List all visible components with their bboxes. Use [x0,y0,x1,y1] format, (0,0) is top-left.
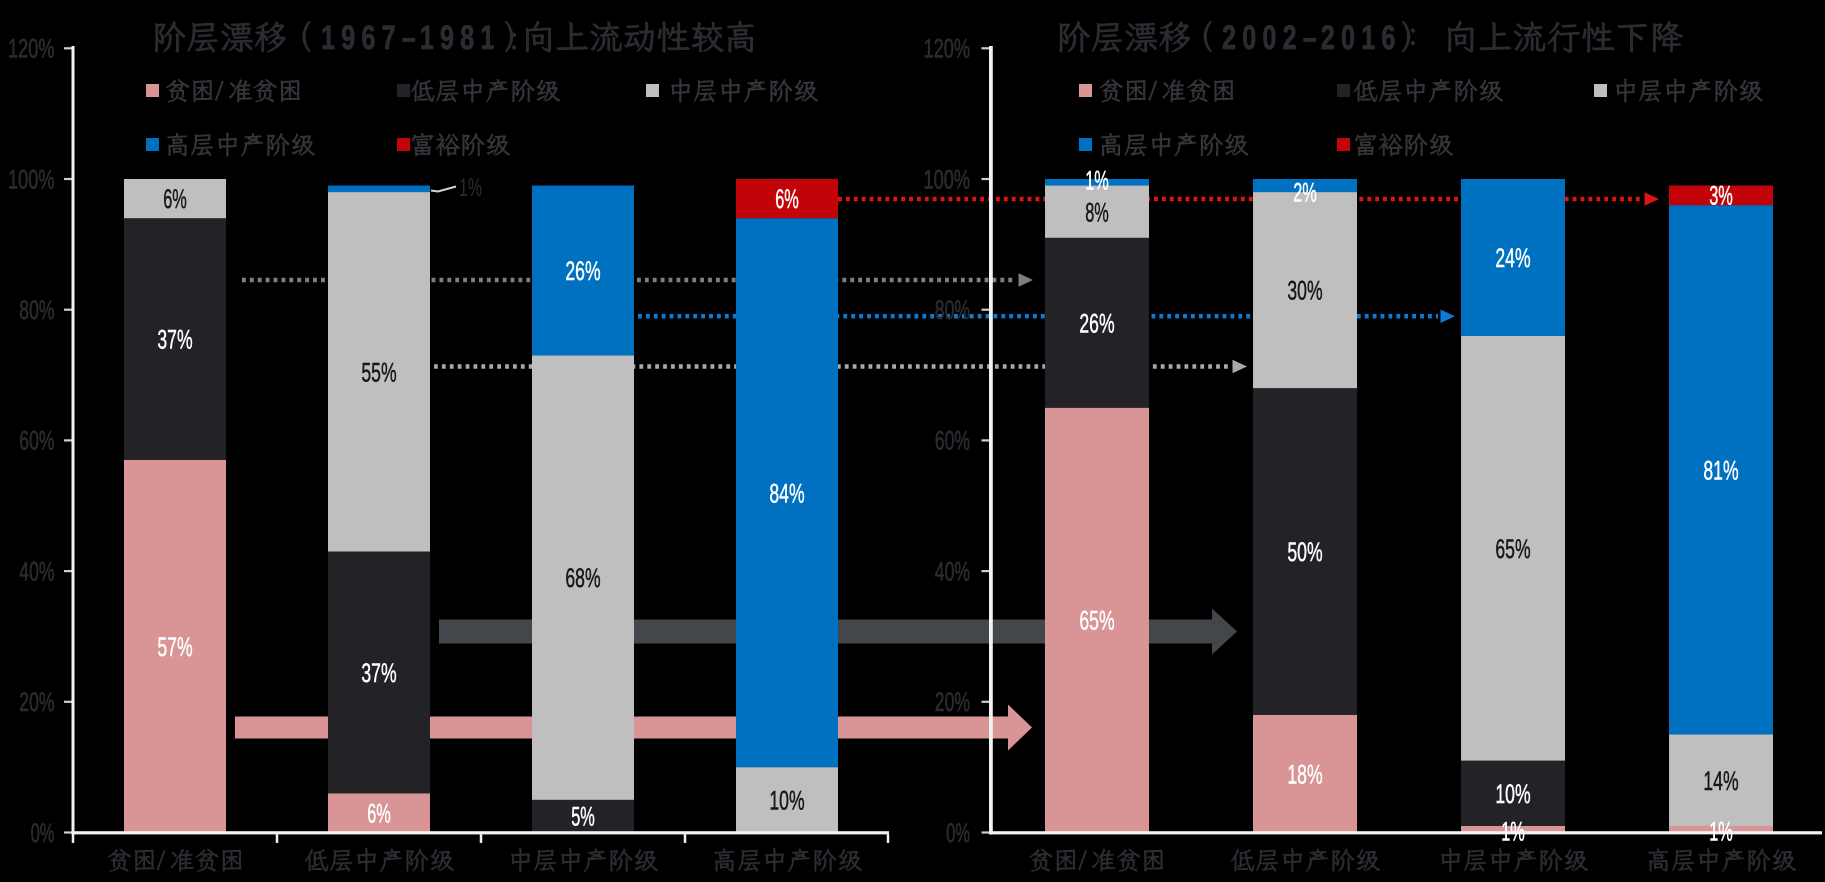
svg-text:65%: 65% [1495,534,1530,564]
svg-text:120%: 120% [924,34,971,64]
svg-text:0%: 0% [31,818,55,848]
svg-text:50%: 50% [1287,537,1322,567]
svg-text:8%: 8% [1085,197,1109,227]
svg-text:18%: 18% [1287,759,1322,789]
svg-text:80%: 80% [19,295,54,325]
svg-text:5%: 5% [571,802,595,832]
svg-text:84%: 84% [769,478,804,508]
svg-text:60%: 60% [935,426,970,456]
svg-text:2%: 2% [1293,178,1317,208]
svg-text:26%: 26% [565,256,600,286]
svg-text:37%: 37% [361,658,396,688]
svg-text:81%: 81% [1703,455,1738,485]
svg-text:1%: 1% [1501,817,1525,847]
svg-text:6%: 6% [775,184,799,214]
svg-text:1%: 1% [1085,166,1109,196]
svg-text:100%: 100% [8,164,55,194]
svg-text:57%: 57% [157,632,192,662]
svg-text:55%: 55% [361,357,396,387]
svg-text:1%: 1% [459,174,482,202]
svg-text:14%: 14% [1703,766,1738,796]
svg-text:30%: 30% [1287,276,1322,306]
svg-text:10%: 10% [1495,779,1530,809]
svg-text:60%: 60% [19,426,54,456]
svg-text:120%: 120% [8,34,55,64]
svg-text:65%: 65% [1079,606,1114,636]
svg-text:40%: 40% [19,556,54,586]
svg-text:6%: 6% [163,184,187,214]
svg-text:37%: 37% [157,325,192,355]
svg-text:1%: 1% [1709,817,1733,847]
svg-text:80%: 80% [935,295,970,325]
svg-text:20%: 20% [19,687,54,717]
svg-text:10%: 10% [769,785,804,815]
svg-text:68%: 68% [565,563,600,593]
svg-text:26%: 26% [1079,308,1114,338]
svg-text:20%: 20% [935,687,970,717]
svg-text:24%: 24% [1495,243,1530,273]
svg-text:6%: 6% [367,798,391,828]
svg-text:0%: 0% [946,818,970,848]
svg-text:100%: 100% [924,164,971,194]
svg-text:40%: 40% [935,556,970,586]
svg-text:3%: 3% [1709,181,1733,211]
